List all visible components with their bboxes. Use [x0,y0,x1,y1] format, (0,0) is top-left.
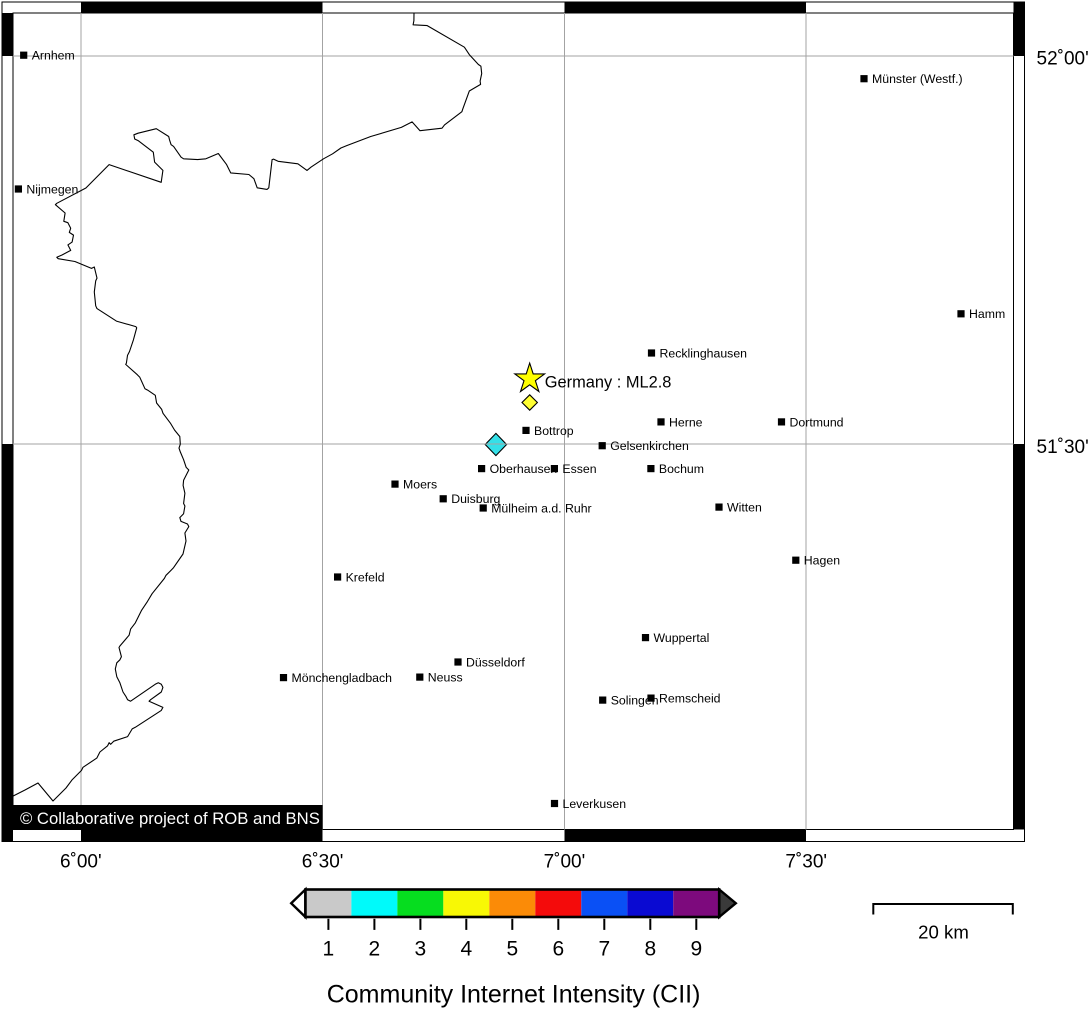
svg-text:Krefeld: Krefeld [346,570,385,584]
svg-text:6˚30': 6˚30' [302,852,344,873]
svg-text:5: 5 [506,938,518,961]
svg-text:3: 3 [415,938,427,961]
svg-text:Mönchengladbach: Mönchengladbach [292,671,393,685]
svg-text:Bochum: Bochum [659,462,704,476]
svg-text:Bottrop: Bottrop [534,424,574,438]
svg-text:6˚00': 6˚00' [60,852,102,873]
svg-text:20 km: 20 km [918,922,969,943]
svg-text:Recklinghausen: Recklinghausen [660,346,748,360]
svg-text:Oberhausen: Oberhausen [490,462,558,476]
svg-text:Solingen: Solingen [611,694,659,708]
svg-text:6: 6 [552,938,564,961]
svg-text:Nijmegen: Nijmegen [26,182,78,196]
svg-text:Herne: Herne [669,415,703,429]
svg-text:2: 2 [369,938,381,961]
svg-text:Mülheim a.d. Ruhr: Mülheim a.d. Ruhr [491,501,591,515]
svg-text:Dortmund: Dortmund [790,415,844,429]
svg-text:Arnhem: Arnhem [32,49,75,63]
svg-text:Neuss: Neuss [428,671,463,685]
svg-text:8: 8 [644,938,656,961]
svg-text:7˚00': 7˚00' [544,852,586,873]
svg-text:Remscheid: Remscheid [659,692,721,706]
svg-text:Community Internet Intensity (: Community Internet Intensity (CII) [327,981,701,1009]
svg-text:Witten: Witten [727,501,762,515]
svg-text:Münster (Westf.): Münster (Westf.) [872,72,963,86]
svg-text:Hamm: Hamm [969,307,1005,321]
svg-text:Gelsenkirchen: Gelsenkirchen [610,439,689,453]
svg-text:Moers: Moers [403,478,437,492]
svg-text:51˚30': 51˚30' [1037,437,1088,458]
svg-text:9: 9 [690,938,702,961]
svg-text:7˚30': 7˚30' [785,852,827,873]
svg-text:Düsseldorf: Düsseldorf [466,655,525,669]
svg-text:Essen: Essen [562,462,596,476]
svg-text:4: 4 [460,938,472,961]
svg-text:Hagen: Hagen [804,554,840,568]
svg-text:Germany : ML2.8: Germany : ML2.8 [545,373,672,391]
svg-text:1: 1 [323,938,335,961]
svg-text:Duisburg: Duisburg [451,492,500,506]
svg-text:Wuppertal: Wuppertal [654,631,710,645]
svg-text:© Collaborative project of ROB: © Collaborative project of ROB and BNS [20,809,320,828]
svg-text:52˚00': 52˚00' [1037,49,1088,70]
svg-text:7: 7 [598,938,610,961]
svg-text:Leverkusen: Leverkusen [563,797,627,811]
